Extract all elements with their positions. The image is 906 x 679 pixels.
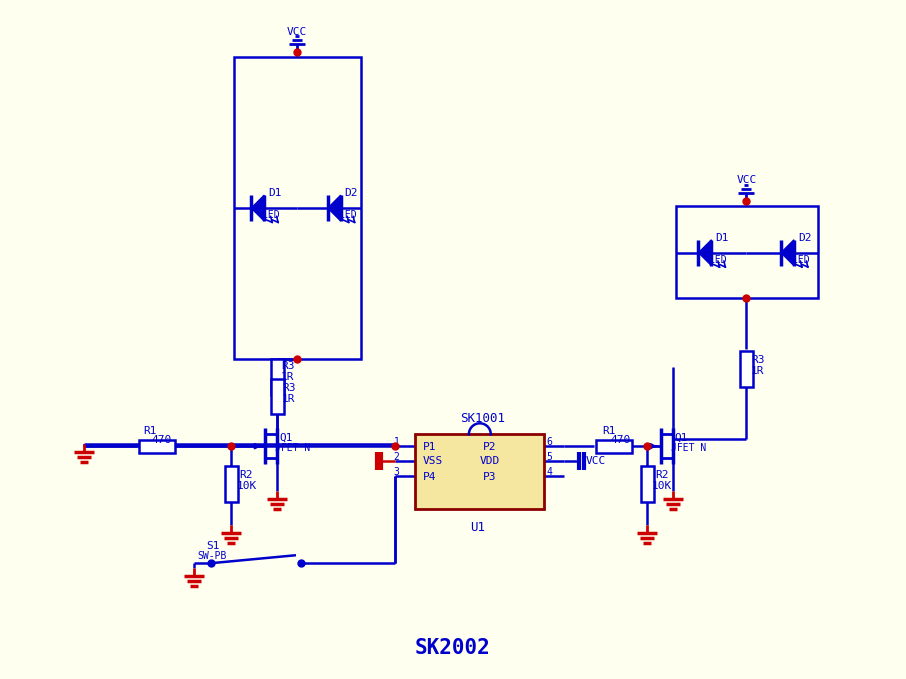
Text: SK2002: SK2002 — [415, 638, 491, 657]
Text: LED: LED — [792, 255, 810, 265]
Bar — [271, 359, 284, 394]
Bar — [271, 379, 284, 414]
Text: VCC: VCC — [586, 456, 606, 466]
Text: VDD: VDD — [480, 456, 500, 466]
Text: 1R: 1R — [281, 371, 294, 382]
Text: R2: R2 — [655, 470, 669, 480]
Text: 1R: 1R — [751, 366, 765, 375]
Text: S1: S1 — [207, 541, 220, 551]
Text: LED: LED — [262, 210, 280, 220]
Bar — [139, 440, 175, 453]
Text: D1: D1 — [716, 233, 729, 243]
Text: VCC: VCC — [287, 26, 307, 37]
Text: Q1: Q1 — [675, 433, 689, 442]
Text: 10K: 10K — [236, 481, 256, 491]
Text: 470: 470 — [152, 435, 172, 445]
Text: R2: R2 — [239, 470, 253, 480]
Text: U1: U1 — [470, 521, 485, 534]
Text: P4: P4 — [423, 472, 437, 482]
Text: VSS: VSS — [423, 456, 443, 466]
Text: 6: 6 — [546, 437, 553, 447]
Text: JFET N: JFET N — [275, 443, 311, 453]
Text: 1: 1 — [393, 437, 400, 447]
Text: 2: 2 — [393, 452, 400, 462]
Text: 10K: 10K — [651, 481, 672, 491]
Polygon shape — [251, 195, 265, 221]
Bar — [641, 466, 654, 502]
Text: 470: 470 — [610, 435, 631, 445]
Text: 1R: 1R — [282, 394, 295, 403]
Text: D1: D1 — [268, 188, 282, 198]
Bar — [740, 351, 753, 386]
Bar — [676, 206, 818, 298]
Text: 3: 3 — [393, 467, 400, 477]
Text: LED: LED — [339, 210, 356, 220]
Text: Q1: Q1 — [279, 433, 293, 442]
Text: R1: R1 — [602, 426, 615, 437]
Text: D2: D2 — [798, 233, 812, 243]
Text: P3: P3 — [483, 472, 496, 482]
Text: SW-PB: SW-PB — [198, 551, 226, 562]
Text: D2: D2 — [344, 188, 358, 198]
Bar — [235, 57, 361, 359]
Text: P1: P1 — [423, 442, 437, 452]
Text: R1: R1 — [143, 426, 157, 437]
Text: VCC: VCC — [737, 175, 757, 185]
Text: R3: R3 — [281, 361, 294, 371]
Text: LED: LED — [709, 255, 727, 265]
Text: R3: R3 — [282, 383, 295, 392]
Polygon shape — [699, 240, 711, 265]
Bar — [226, 466, 238, 502]
Text: P2: P2 — [483, 442, 496, 452]
Text: 4: 4 — [546, 467, 553, 477]
Text: SK1001: SK1001 — [460, 412, 505, 426]
Text: 5: 5 — [546, 452, 553, 462]
Text: R3: R3 — [751, 355, 765, 365]
Bar — [596, 440, 631, 453]
Text: JFET N: JFET N — [670, 443, 706, 453]
Bar — [415, 434, 545, 509]
Polygon shape — [781, 240, 794, 265]
Polygon shape — [328, 195, 341, 221]
